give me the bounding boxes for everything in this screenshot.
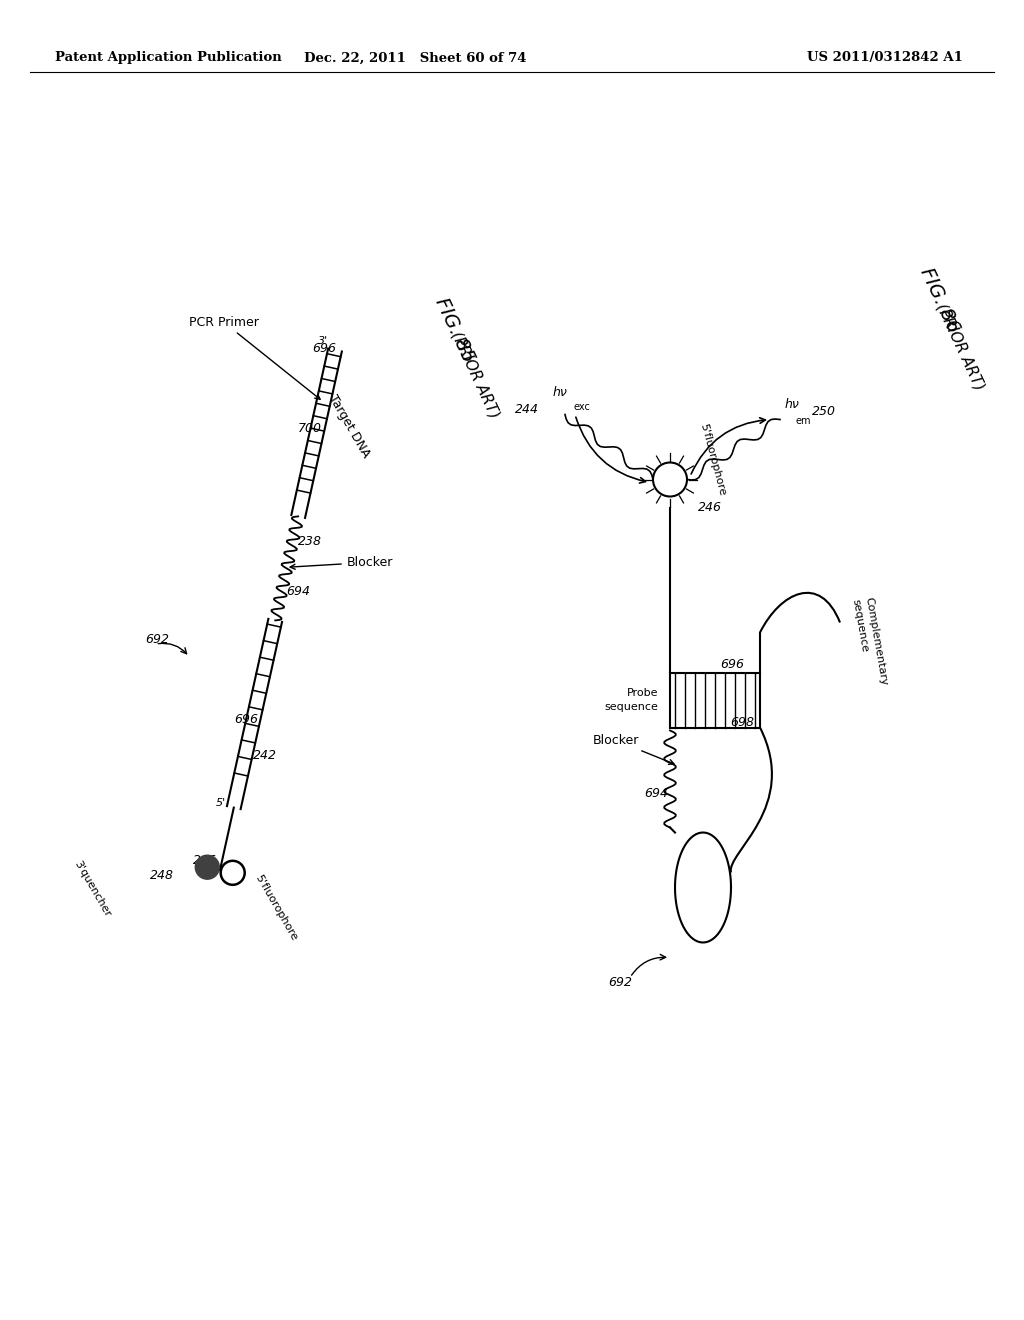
Text: US 2011/0312842 A1: US 2011/0312842 A1 (807, 51, 963, 65)
Text: 238: 238 (298, 536, 323, 548)
Text: exc: exc (573, 401, 590, 412)
Text: 700: 700 (298, 422, 323, 436)
Text: 696: 696 (720, 657, 744, 671)
Text: Complementary
sequence: Complementary sequence (850, 597, 889, 689)
Text: 244: 244 (515, 403, 539, 416)
Circle shape (653, 462, 687, 496)
Text: 248: 248 (151, 869, 174, 882)
Text: FIG. 86: FIG. 86 (916, 264, 964, 335)
Text: 242: 242 (253, 750, 276, 763)
Text: 694: 694 (286, 585, 310, 598)
Text: Target DNA: Target DNA (326, 392, 373, 461)
Text: 692: 692 (145, 632, 169, 645)
Text: Patent Application Publication: Patent Application Publication (55, 51, 282, 65)
Text: Blocker: Blocker (593, 734, 674, 764)
Text: PCR Primer: PCR Primer (188, 315, 321, 399)
Text: hν: hν (785, 399, 800, 411)
Text: 692: 692 (608, 975, 632, 989)
Text: 5': 5' (215, 797, 225, 808)
Text: 696: 696 (233, 713, 258, 726)
Text: Blocker: Blocker (290, 556, 393, 569)
Text: Dec. 22, 2011   Sheet 60 of 74: Dec. 22, 2011 Sheet 60 of 74 (304, 51, 526, 65)
Text: 250: 250 (812, 405, 836, 418)
Text: 3': 3' (318, 335, 329, 346)
Text: 694: 694 (644, 787, 668, 800)
Text: 3'quencher: 3'quencher (73, 859, 113, 919)
Text: 246: 246 (698, 502, 722, 513)
Text: (PRIOR ART): (PRIOR ART) (449, 329, 502, 421)
Text: 246: 246 (193, 854, 217, 867)
Text: 5'fluorophore: 5'fluorophore (253, 873, 299, 942)
Text: 696: 696 (312, 342, 336, 355)
Bar (670, 672, 760, 727)
Text: FIG. 85: FIG. 85 (432, 294, 478, 366)
Text: 5'fluorophore: 5'fluorophore (698, 422, 727, 496)
Text: (PRIOR ART): (PRIOR ART) (933, 301, 987, 393)
Text: hν: hν (553, 385, 567, 399)
Circle shape (196, 855, 219, 879)
Circle shape (221, 861, 245, 884)
Text: 698: 698 (730, 715, 754, 729)
Text: Probe
sequence: Probe sequence (604, 689, 658, 711)
Text: em: em (795, 417, 811, 426)
